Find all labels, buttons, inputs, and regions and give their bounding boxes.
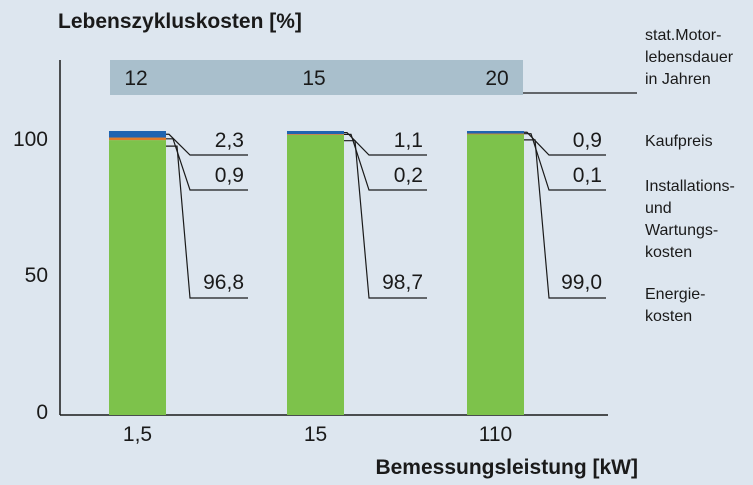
value-label-0-2: 99,0 <box>561 271 602 294</box>
bar-segment-2-2 <box>467 131 524 134</box>
bar-segment-1-0 <box>109 137 166 141</box>
value-label-2-1: 1,1 <box>394 129 423 152</box>
bar-segment-2-0 <box>109 131 166 138</box>
leader-line-2-1 <box>344 131 427 156</box>
legend-energie: Energie- <box>645 286 705 303</box>
value-label-0-0: 96,8 <box>203 271 244 294</box>
bar-segment-0-1 <box>287 134 344 415</box>
bar-segment-0-0 <box>109 140 166 415</box>
legend-kaufpreis: Kaufpreis <box>645 133 713 150</box>
legend-installation: und <box>645 200 672 217</box>
legend-lifetime: stat.Motor- <box>645 27 721 44</box>
x-axis-label: Bemessungsleistung [kW] <box>375 456 638 479</box>
legend-installation: Wartungs- <box>645 222 718 239</box>
value-label-1-0: 0,9 <box>215 164 244 187</box>
lifetime-value: 12 <box>124 67 147 90</box>
x-tick-label: 110 <box>479 423 512 446</box>
lifetime-band <box>110 60 523 95</box>
chart-title: Lebenszykluskosten [%] <box>58 10 302 33</box>
legend-lifetime: lebensdauer <box>645 49 734 66</box>
y-tick-label-100: 100 <box>13 128 48 151</box>
value-label-2-0: 2,3 <box>215 129 244 152</box>
leader-line-2-2 <box>524 131 606 156</box>
bar-segment-0-2 <box>467 133 524 415</box>
bar-segment-2-1 <box>287 131 344 135</box>
leader-line-2-0 <box>166 133 248 156</box>
value-label-2-2: 0,9 <box>573 129 602 152</box>
value-label-0-1: 98,7 <box>382 271 423 294</box>
legend-installation: kosten <box>645 244 692 261</box>
x-tick-label: 15 <box>304 423 327 446</box>
value-label-1-1: 0,2 <box>394 164 423 187</box>
bar-segment-1-1 <box>287 134 344 135</box>
leader-line-1-1 <box>344 133 427 191</box>
leader-line-1-2 <box>524 133 606 191</box>
leader-line-1-0 <box>166 138 248 191</box>
y-tick-label-50: 50 <box>25 264 48 287</box>
value-label-1-2: 0,1 <box>573 164 602 187</box>
lifetime-value: 20 <box>485 67 508 90</box>
legend-lifetime: in Jahren <box>645 71 711 88</box>
leader-line-0-0 <box>166 145 248 299</box>
leader-line-0-1 <box>344 140 427 299</box>
leader-line-0-2 <box>524 139 606 299</box>
lifetime-value: 15 <box>302 67 325 90</box>
legend-installation: Installations- <box>645 178 735 195</box>
legend-energie: kosten <box>645 308 692 325</box>
y-tick-label-0: 0 <box>36 401 48 424</box>
bar-segment-1-2 <box>467 133 524 135</box>
x-tick-label: 1,5 <box>123 423 152 446</box>
